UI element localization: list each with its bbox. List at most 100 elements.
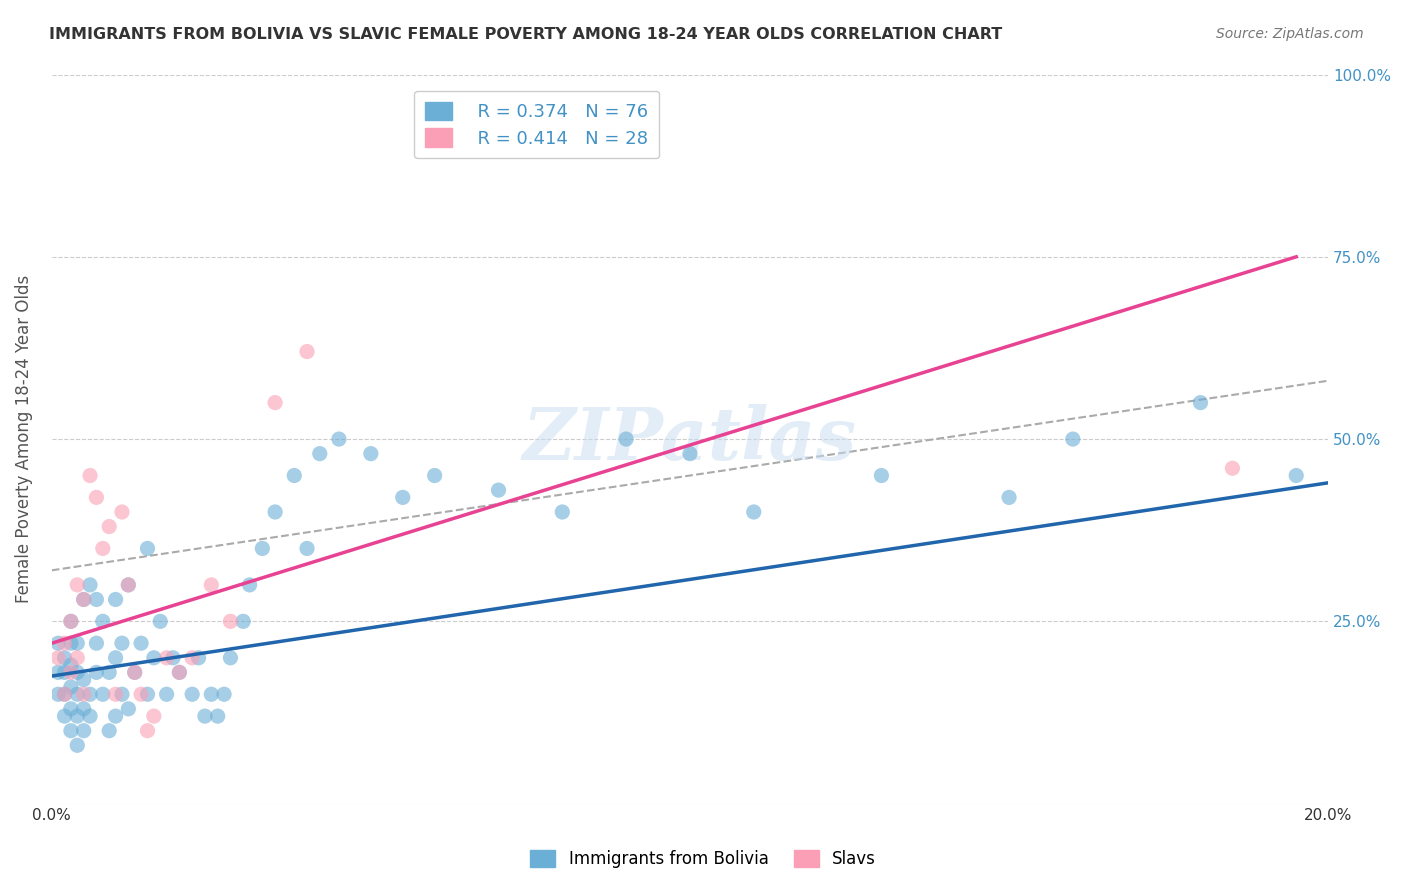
Point <box>91 541 114 556</box>
Y-axis label: Female Poverty Among 18-24 Year Olds: Female Poverty Among 18-24 Year Olds <box>15 275 32 603</box>
Point <box>86 491 108 505</box>
Point <box>219 650 242 665</box>
Point <box>679 447 702 461</box>
Point <box>169 665 191 680</box>
Point <box>142 650 165 665</box>
Point <box>59 636 82 650</box>
Point <box>73 723 96 738</box>
Point <box>46 687 69 701</box>
Point <box>156 650 179 665</box>
Point <box>200 687 222 701</box>
Point <box>136 687 159 701</box>
Point <box>73 592 96 607</box>
Point <box>129 687 152 701</box>
Point <box>46 636 69 650</box>
Point <box>66 578 89 592</box>
Point <box>86 592 108 607</box>
Point <box>264 395 287 409</box>
Point <box>391 491 413 505</box>
Point <box>136 541 159 556</box>
Point <box>53 636 76 650</box>
Text: Source: ZipAtlas.com: Source: ZipAtlas.com <box>1216 27 1364 41</box>
Point <box>98 723 121 738</box>
Point <box>1189 395 1212 409</box>
Point <box>91 615 114 629</box>
Point <box>66 687 89 701</box>
Point <box>79 687 101 701</box>
Point <box>328 432 350 446</box>
Point <box>73 673 96 687</box>
Point <box>59 702 82 716</box>
Point <box>59 615 82 629</box>
Point <box>169 665 191 680</box>
Point <box>66 709 89 723</box>
Point <box>1222 461 1244 475</box>
Point <box>194 709 217 723</box>
Point <box>86 636 108 650</box>
Text: ZIPatlas: ZIPatlas <box>523 403 858 475</box>
Point <box>614 432 637 446</box>
Point <box>156 687 179 701</box>
Point <box>264 505 287 519</box>
Point <box>59 658 82 673</box>
Point <box>124 665 146 680</box>
Point <box>98 665 121 680</box>
Point <box>136 723 159 738</box>
Text: IMMIGRANTS FROM BOLIVIA VS SLAVIC FEMALE POVERTY AMONG 18-24 YEAR OLDS CORRELATI: IMMIGRANTS FROM BOLIVIA VS SLAVIC FEMALE… <box>49 27 1002 42</box>
Point <box>91 687 114 701</box>
Point <box>308 447 330 461</box>
Point <box>187 650 209 665</box>
Point <box>488 483 510 497</box>
Point <box>66 665 89 680</box>
Point <box>742 505 765 519</box>
Point <box>129 636 152 650</box>
Point <box>295 344 318 359</box>
Point <box>142 709 165 723</box>
Point <box>59 723 82 738</box>
Point <box>117 702 139 716</box>
Point <box>59 665 82 680</box>
Point <box>53 687 76 701</box>
Point <box>551 505 574 519</box>
Point <box>46 665 69 680</box>
Point <box>252 541 274 556</box>
Point <box>149 615 172 629</box>
Point <box>79 709 101 723</box>
Legend: Immigrants from Bolivia, Slavs: Immigrants from Bolivia, Slavs <box>523 843 883 875</box>
Point <box>46 650 69 665</box>
Point <box>117 578 139 592</box>
Point <box>111 636 134 650</box>
Point <box>200 578 222 592</box>
Point <box>53 665 76 680</box>
Point <box>86 665 108 680</box>
Point <box>59 680 82 694</box>
Point <box>423 468 446 483</box>
Point <box>66 650 89 665</box>
Point <box>207 709 229 723</box>
Point <box>219 615 242 629</box>
Point <box>212 687 235 701</box>
Point <box>111 687 134 701</box>
Point <box>870 468 893 483</box>
Point <box>181 650 204 665</box>
Point <box>295 541 318 556</box>
Point <box>59 615 82 629</box>
Point <box>104 709 127 723</box>
Point <box>66 636 89 650</box>
Point <box>104 650 127 665</box>
Point <box>53 709 76 723</box>
Point <box>181 687 204 701</box>
Point <box>1285 468 1308 483</box>
Point <box>111 505 134 519</box>
Point <box>98 519 121 533</box>
Point <box>104 687 127 701</box>
Point <box>73 592 96 607</box>
Point <box>66 739 89 753</box>
Point <box>117 578 139 592</box>
Point <box>79 468 101 483</box>
Point <box>124 665 146 680</box>
Point <box>239 578 262 592</box>
Point <box>79 578 101 592</box>
Point <box>73 687 96 701</box>
Point <box>998 491 1021 505</box>
